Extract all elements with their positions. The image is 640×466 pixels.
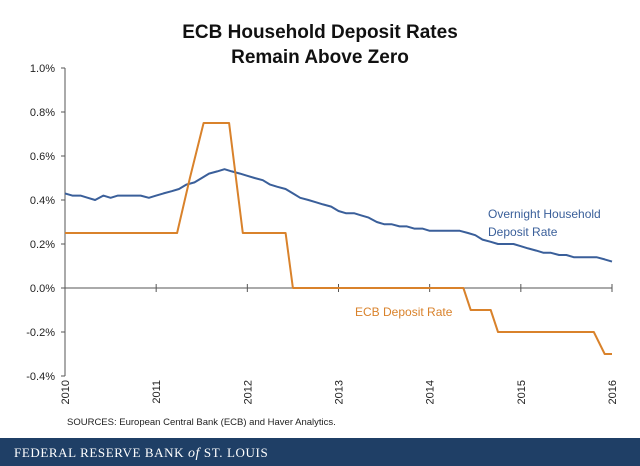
series-label-overnight-line-2: Deposit Rate	[488, 225, 558, 239]
footer-brand: Federal Reserve Bank of St. Louis	[14, 445, 268, 462]
footer-brand-main: Federal Reserve Bank	[14, 445, 188, 460]
series-line-overnight-household	[64, 168, 613, 263]
x-tick-label: 2012	[242, 380, 254, 404]
x-tick-label: 2016	[607, 380, 619, 404]
x-tick-label: 2013	[334, 380, 346, 404]
x-tick-label: 2014	[425, 380, 437, 404]
series-label-overnight-line-1: Overnight Household	[488, 207, 601, 221]
x-tick-label: 2011	[151, 380, 163, 404]
footer-brand-of: of	[187, 446, 201, 461]
chart-title-line-1: ECB Household Deposit Rates	[182, 22, 458, 43]
y-tick-label: 1.0%	[30, 63, 55, 75]
y-tick-label: -0.2%	[26, 327, 55, 339]
y-tick-label: -0.4%	[26, 371, 55, 383]
x-tick-label: 2015	[516, 380, 528, 404]
y-tick-label: 0.4%	[30, 195, 55, 207]
sources-note: SOURCES: European Central Bank (ECB) and…	[67, 417, 336, 428]
footer-bar: Federal Reserve Bank of St. Louis	[0, 438, 640, 466]
series-layer	[64, 122, 613, 355]
axes: 1.0% 0.8% 0.6% 0.4% 0.2% 0.0% -0.2% -0.4% 2010 20…	[26, 63, 619, 404]
y-tick-label: 0.2%	[30, 239, 55, 251]
series-labels: Overnight Household Deposit Rate ECB Depos…	[355, 207, 601, 319]
chart-title-line-2: Remain Above Zero	[231, 47, 409, 68]
series-label-ecb-deposit: ECB Deposit Rate	[355, 305, 453, 319]
footer-brand-end: St. Louis	[200, 445, 269, 460]
y-tick-label: 0.8%	[30, 107, 55, 119]
y-tick-label: 0.6%	[30, 151, 55, 163]
series-line-ecb-deposit	[65, 122, 612, 355]
x-tick-label: 2010	[60, 380, 72, 404]
y-tick-label: 0.0%	[30, 283, 55, 295]
